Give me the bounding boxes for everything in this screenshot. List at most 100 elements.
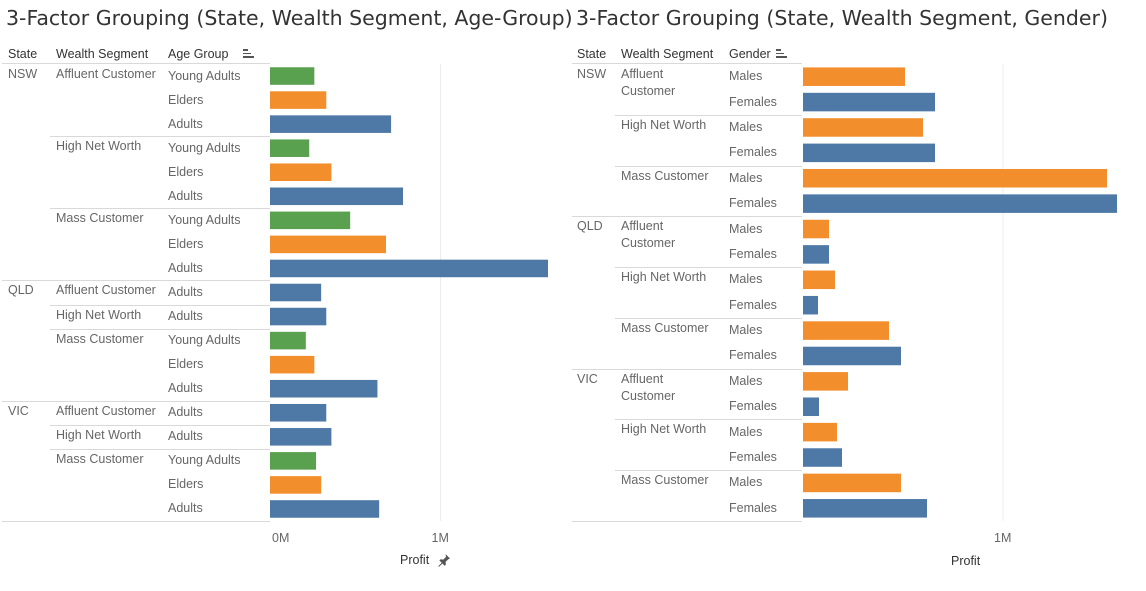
bar-qld-affluent-customer-adults[interactable] <box>270 283 322 302</box>
row-header-segment[interactable]: Affluent Customer <box>56 67 156 81</box>
row-header-males[interactable]: Males <box>729 221 763 236</box>
row-header-females[interactable]: Females <box>729 348 777 363</box>
bar-nsw-high-net-worth-young-adults[interactable] <box>270 139 310 157</box>
bar-vic-mass-customer-elders[interactable] <box>270 476 322 494</box>
row-header-young-adults[interactable]: Young Adults <box>168 453 241 468</box>
row-header-adults[interactable]: Adults <box>168 381 203 396</box>
bar-qld-affluent-customer-females[interactable] <box>803 245 829 264</box>
row-header-segment[interactable]: High Net Worth <box>56 307 142 322</box>
row-header-elders[interactable]: Elders <box>168 164 204 179</box>
row-header-state-qld[interactable]: QLD <box>8 283 34 298</box>
row-header-segment[interactable]: High Net Worth <box>621 422 707 437</box>
row-header-segment[interactable]: Mass Customer <box>621 168 709 183</box>
bar-nsw-affluent-customer-males[interactable] <box>803 67 905 86</box>
header-state[interactable]: State <box>8 47 38 61</box>
bar-nsw-affluent-customer-elders[interactable] <box>270 91 327 109</box>
bar-vic-high-net-worth-males[interactable] <box>803 422 837 442</box>
bar-vic-affluent-customer-females[interactable] <box>803 397 819 417</box>
row-header-state-vic[interactable]: VIC <box>8 403 29 418</box>
row-header-adults[interactable]: Adults <box>168 405 203 420</box>
row-header-adults[interactable]: Adults <box>168 116 203 131</box>
row-header-males[interactable]: Males <box>729 424 763 439</box>
bar-nsw-affluent-customer-young-adults[interactable] <box>270 67 315 85</box>
row-header-elders[interactable]: Elders <box>168 477 204 492</box>
header-gender[interactable]: Gender <box>729 47 771 61</box>
header-state[interactable]: State <box>577 47 607 61</box>
pin-icon[interactable] <box>437 553 451 567</box>
sort-descending-icon[interactable] <box>243 48 254 58</box>
bar-nsw-high-net-worth-males[interactable] <box>803 118 923 137</box>
row-header-females[interactable]: Females <box>729 450 777 465</box>
row-header-segment[interactable]: Mass Customer <box>621 473 709 488</box>
bar-vic-affluent-customer-males[interactable] <box>803 372 848 391</box>
row-header-females[interactable]: Females <box>729 399 777 414</box>
row-header-segment[interactable]: High Net Worth <box>621 117 707 132</box>
row-header-segment[interactable]: High Net Worth <box>56 427 142 442</box>
row-header-adults[interactable]: Adults <box>168 188 203 203</box>
row-header-young-adults[interactable]: Young Adults <box>168 140 241 155</box>
bar-qld-high-net-worth-females[interactable] <box>803 295 818 315</box>
row-header-adults[interactable]: Adults <box>168 429 203 444</box>
row-header-segment[interactable]: Affluent Customer <box>56 403 156 418</box>
row-header-adults[interactable]: Adults <box>168 501 203 516</box>
row-header-state-nsw[interactable]: NSW <box>577 67 607 81</box>
bar-vic-high-net-worth-adults[interactable] <box>270 428 332 446</box>
row-header-state-vic[interactable]: VIC <box>577 371 598 386</box>
row-header-females[interactable]: Females <box>729 94 777 109</box>
bar-vic-mass-customer-males[interactable] <box>803 473 901 493</box>
bar-qld-mass-customer-elders[interactable] <box>270 355 315 374</box>
row-header-elders[interactable]: Elders <box>168 357 204 372</box>
row-header-segment[interactable]: Mass Customer <box>56 451 144 466</box>
row-header-young-adults[interactable]: Young Adults <box>168 212 241 227</box>
bar-qld-affluent-customer-males[interactable] <box>803 219 829 239</box>
row-header-females[interactable]: Females <box>729 246 777 261</box>
row-header-segment[interactable]: Affluent Customer <box>621 67 676 98</box>
row-header-state-nsw[interactable]: NSW <box>8 67 38 81</box>
header-age-group[interactable]: Age Group <box>168 47 229 61</box>
bar-qld-mass-customer-young-adults[interactable] <box>270 331 306 350</box>
bar-qld-high-net-worth-males[interactable] <box>803 270 835 290</box>
row-header-state-qld[interactable]: QLD <box>577 219 603 234</box>
row-header-males[interactable]: Males <box>729 170 763 185</box>
header-wealth-segment[interactable]: Wealth Segment <box>56 47 149 61</box>
row-header-males[interactable]: Males <box>729 373 763 388</box>
row-header-segment[interactable]: Mass Customer <box>621 320 709 335</box>
row-header-young-adults[interactable]: Young Adults <box>168 333 241 348</box>
row-header-elders[interactable]: Elders <box>168 92 204 107</box>
row-header-segment[interactable]: High Net Worth <box>621 270 707 285</box>
header-wealth-segment[interactable]: Wealth Segment <box>621 47 714 61</box>
bar-qld-high-net-worth-adults[interactable] <box>270 307 327 326</box>
bar-nsw-mass-customer-females[interactable] <box>803 194 1117 213</box>
bar-qld-mass-customer-females[interactable] <box>803 346 901 366</box>
row-header-males[interactable]: Males <box>729 119 763 134</box>
bar-vic-mass-customer-adults[interactable] <box>270 500 380 518</box>
bar-nsw-high-net-worth-adults[interactable] <box>270 187 404 206</box>
row-header-males[interactable]: Males <box>729 475 763 490</box>
bar-vic-affluent-customer-adults[interactable] <box>270 403 327 422</box>
row-header-segment[interactable]: Affluent Customer <box>621 219 676 251</box>
bar-nsw-mass-customer-elders[interactable] <box>270 235 386 254</box>
row-header-elders[interactable]: Elders <box>168 236 204 251</box>
row-header-adults[interactable]: Adults <box>168 309 203 324</box>
row-header-segment[interactable]: Affluent Customer <box>56 283 156 298</box>
bar-vic-mass-customer-females[interactable] <box>803 499 927 518</box>
row-header-adults[interactable]: Adults <box>168 260 203 275</box>
bar-nsw-high-net-worth-elders[interactable] <box>270 163 332 182</box>
bar-nsw-mass-customer-young-adults[interactable] <box>270 211 351 230</box>
row-header-segment[interactable]: Mass Customer <box>56 211 144 226</box>
row-header-adults[interactable]: Adults <box>168 285 203 299</box>
row-header-females[interactable]: Females <box>729 196 777 211</box>
row-header-females[interactable]: Females <box>729 500 777 515</box>
bar-vic-high-net-worth-females[interactable] <box>803 448 842 467</box>
row-header-males[interactable]: Males <box>729 272 763 287</box>
bar-nsw-affluent-customer-females[interactable] <box>803 92 935 112</box>
row-header-males[interactable]: Males <box>729 69 763 84</box>
row-header-segment[interactable]: Affluent Customer <box>621 371 676 403</box>
sort-descending-icon[interactable] <box>776 48 787 58</box>
row-header-segment[interactable]: Mass Customer <box>56 331 144 346</box>
bar-nsw-affluent-customer-adults[interactable] <box>270 115 392 133</box>
row-header-females[interactable]: Females <box>729 145 777 160</box>
bar-qld-mass-customer-males[interactable] <box>803 321 889 340</box>
bar-nsw-high-net-worth-females[interactable] <box>803 143 935 163</box>
row-header-young-adults[interactable]: Young Adults <box>168 68 241 83</box>
